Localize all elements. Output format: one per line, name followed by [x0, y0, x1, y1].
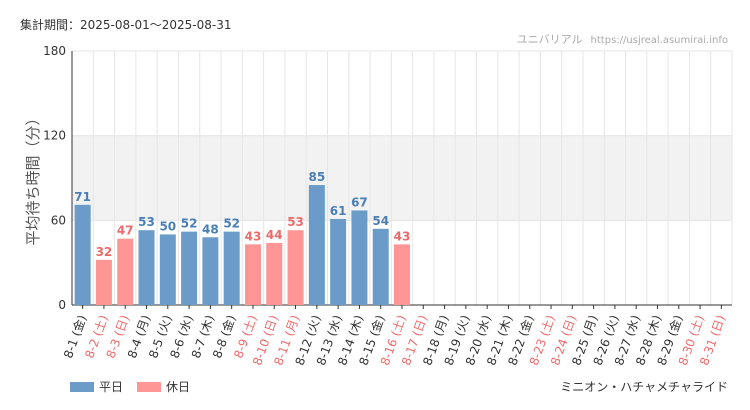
y-tick-label: 60	[51, 213, 66, 227]
site-credit[interactable]: ユニバリアル https://usjreal.asumirai.info	[517, 31, 728, 47]
data-label: 43	[245, 229, 262, 243]
bar	[138, 230, 155, 305]
band-60-120	[72, 135, 732, 221]
data-label: 48	[202, 222, 219, 236]
bar	[74, 204, 91, 305]
bar	[330, 218, 347, 305]
data-label: 71	[74, 190, 91, 204]
bar	[202, 237, 219, 305]
site-url[interactable]: https://usjreal.asumirai.info	[590, 35, 728, 46]
bar	[117, 238, 134, 305]
data-label: 53	[287, 215, 304, 229]
bar	[266, 242, 283, 305]
y-tick-label: 120	[43, 129, 66, 143]
legend-item-weekday[interactable]: 平日	[70, 378, 123, 395]
data-label: 85	[308, 170, 325, 184]
data-label: 43	[394, 229, 411, 243]
legend-label-weekday: 平日	[99, 380, 124, 394]
data-label: 61	[330, 204, 347, 218]
data-label: 52	[223, 217, 240, 231]
data-label: 67	[351, 195, 368, 209]
y-axis-title: 平均待ち時間（分）	[24, 110, 42, 245]
data-label: 32	[96, 245, 113, 259]
legend-item-holiday[interactable]: 休日	[137, 378, 190, 395]
bar	[159, 234, 176, 305]
period-label: 集計期間：2025-08-01～2025-08-31	[20, 18, 232, 32]
bar	[181, 231, 198, 305]
bar	[351, 210, 368, 305]
y-tick-label: 0	[58, 298, 66, 312]
bar	[287, 230, 304, 305]
attraction-name: ミニオン・ハチャメチャライド	[560, 380, 728, 394]
data-label: 53	[138, 215, 155, 229]
legend: 平日 休日	[70, 378, 190, 395]
y-tick-label: 180	[43, 44, 66, 58]
bar	[223, 231, 240, 305]
bar	[244, 244, 261, 305]
bar	[372, 228, 389, 305]
data-label: 52	[181, 217, 198, 231]
data-label: 47	[117, 224, 134, 238]
legend-swatch-weekday	[70, 381, 94, 392]
bar	[95, 259, 112, 305]
site-name: ユニバリアル	[516, 33, 583, 46]
legend-label-holiday: 休日	[166, 380, 191, 394]
data-label: 44	[266, 228, 283, 242]
data-label: 54	[372, 214, 389, 228]
data-label: 50	[159, 219, 176, 233]
bar	[394, 244, 410, 305]
legend-swatch-holiday	[137, 381, 162, 392]
bar	[308, 185, 325, 305]
